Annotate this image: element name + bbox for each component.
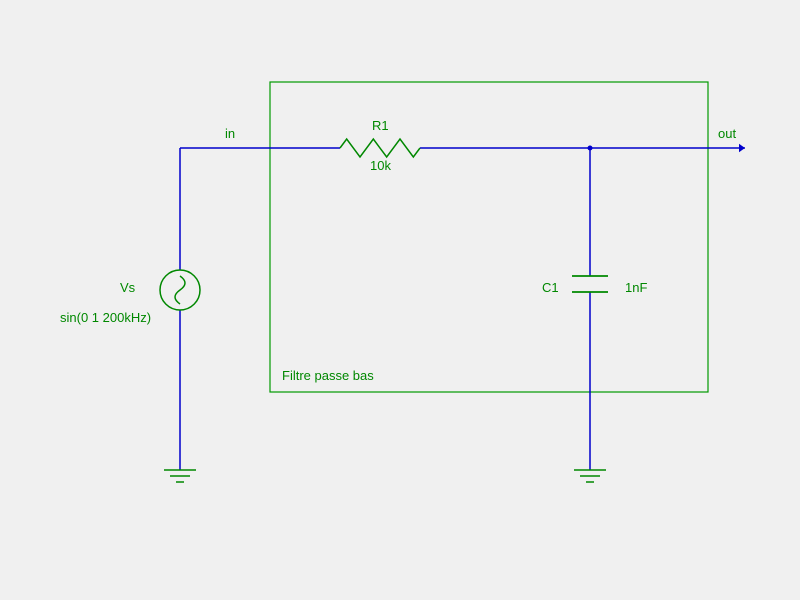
- net-label-in: in: [225, 126, 235, 141]
- vs-value: sin(0 1 200kHz): [60, 310, 151, 325]
- r1-value: 10k: [370, 158, 391, 173]
- r1-name: R1: [372, 118, 389, 133]
- subcircuit-label: Filtre passe bas: [282, 368, 374, 383]
- vs-name: Vs: [120, 280, 136, 295]
- c1-name: C1: [542, 280, 559, 295]
- canvas-bg: [0, 0, 800, 600]
- node-tap: [588, 146, 593, 151]
- net-label-out: out: [718, 126, 736, 141]
- c1-value: 1nF: [625, 280, 647, 295]
